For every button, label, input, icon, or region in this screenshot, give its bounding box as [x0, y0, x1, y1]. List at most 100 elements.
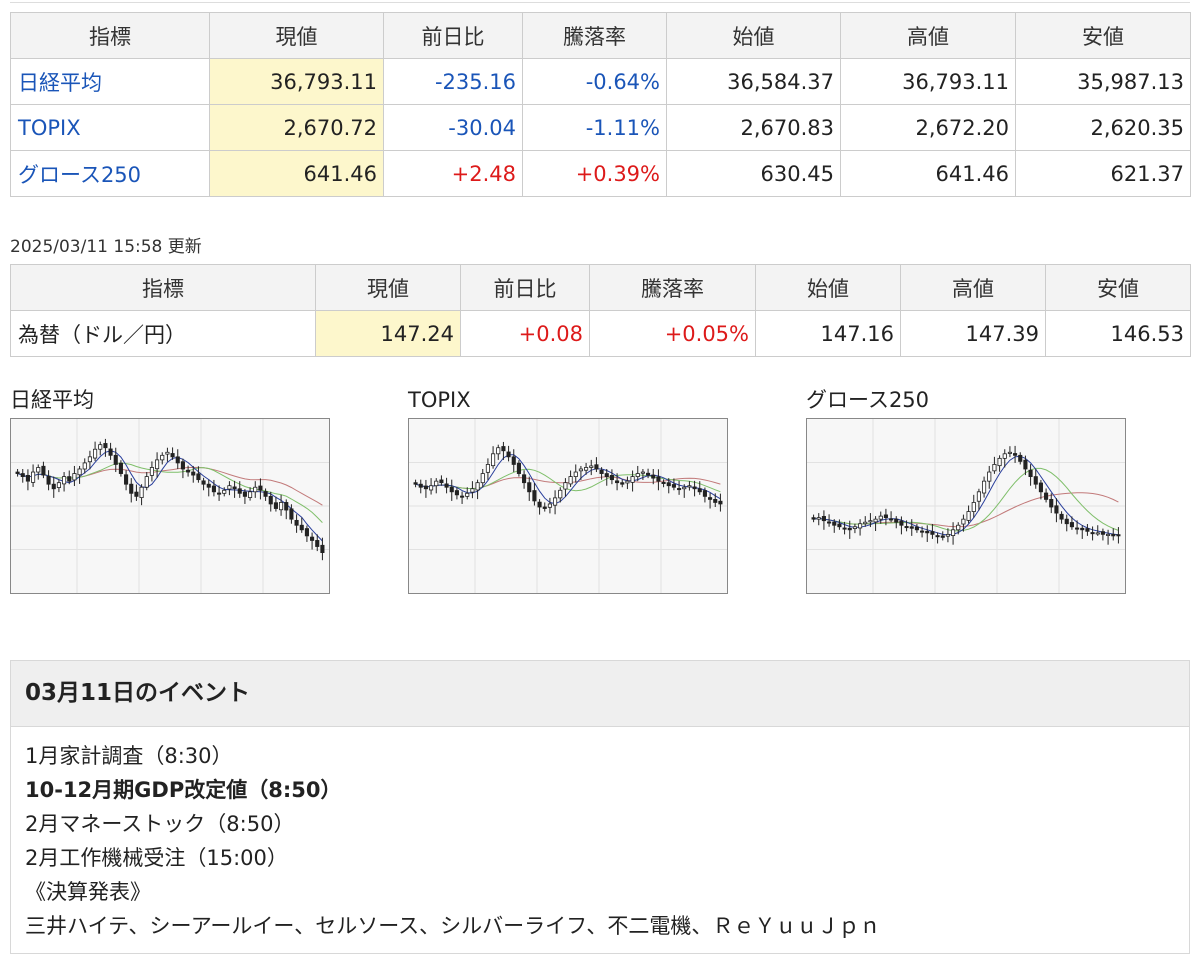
candle-body — [542, 506, 547, 509]
candle-body — [279, 502, 284, 511]
chart-topix[interactable]: TOPIX — [408, 386, 728, 594]
candle-body — [666, 482, 671, 487]
candle-body — [589, 465, 594, 468]
candle-body — [858, 523, 863, 529]
candle-body — [573, 471, 578, 478]
candle-body — [604, 473, 609, 478]
candle-body — [444, 483, 449, 488]
candle-body — [232, 486, 237, 490]
candle-body — [522, 474, 527, 484]
candle-body — [496, 447, 501, 455]
candle-body — [951, 529, 956, 536]
candle-body — [661, 481, 666, 484]
moving-average-line — [415, 468, 721, 493]
low-value: 2,620.35 — [1015, 104, 1191, 151]
candle-body — [211, 485, 216, 493]
chart-title: 日経平均 — [10, 388, 94, 412]
open-value: 147.16 — [755, 310, 901, 357]
open-value: 36,584.37 — [666, 58, 841, 105]
header-change: 前日比 — [460, 264, 590, 311]
moving-average-line — [17, 450, 323, 542]
event-item: 1月家計調査（8:30） — [25, 744, 233, 768]
chart-title: TOPIX — [408, 388, 471, 412]
candle-body — [113, 454, 118, 465]
candle-body — [702, 490, 707, 497]
candle-body — [558, 489, 563, 499]
candle-body — [997, 457, 1002, 467]
candle-body — [827, 521, 832, 524]
candle-body — [434, 480, 439, 487]
candle-body — [883, 514, 888, 519]
candle-body — [821, 516, 826, 522]
low-value: 621.37 — [1015, 150, 1191, 197]
events-title: 03月11日のイベント — [11, 661, 1189, 727]
candle-body — [837, 523, 842, 528]
candle-body — [909, 526, 914, 529]
candle-body — [491, 453, 496, 467]
header-open: 始値 — [666, 12, 841, 59]
index-link-nikkei[interactable]: 日経平均 — [10, 58, 210, 105]
chart-frame[interactable] — [10, 418, 330, 594]
candle-body — [423, 485, 428, 490]
candle-body — [139, 486, 144, 498]
header-high: 高値 — [840, 12, 1016, 59]
candle-body — [222, 489, 227, 494]
index-link-growth250[interactable]: グロース250 — [10, 150, 210, 197]
candle-body — [93, 448, 98, 459]
event-item: 《決算発表》 — [25, 880, 151, 904]
candle-body — [170, 453, 175, 458]
candle-body — [1085, 528, 1090, 532]
candle-body — [1095, 532, 1100, 535]
header-open: 始値 — [755, 264, 901, 311]
candle-body — [160, 454, 165, 461]
current-value: 2,670.72 — [209, 104, 384, 151]
candle-body — [935, 535, 940, 538]
candle-body — [553, 497, 558, 506]
candle-body — [599, 469, 604, 474]
candle-body — [413, 482, 418, 485]
candle-body — [811, 517, 816, 520]
events-list: 1月家計調査（8:30） 10-12月期GDP改定値（8:50） 2月マネースト… — [11, 727, 1189, 953]
candle-body — [175, 456, 180, 464]
candle-body — [284, 502, 289, 511]
candle-body — [124, 474, 129, 485]
candle-body — [155, 459, 160, 470]
index-link-topix[interactable]: TOPIX — [10, 104, 210, 151]
update-timestamp: 2025/03/11 15:58 更新 — [10, 237, 202, 257]
table-row: グロース250 641.46 +2.48 +0.39% 630.45 641.4… — [10, 150, 1191, 197]
chart-growth250[interactable]: グロース250 — [806, 386, 1126, 594]
candle-body — [971, 502, 976, 512]
table-row: TOPIX 2,670.72 -30.04 -1.11% 2,670.83 2,… — [10, 104, 1191, 151]
candle-body — [945, 533, 950, 537]
candle-body — [206, 483, 211, 488]
candle-body — [268, 495, 273, 505]
change-value: -235.16 — [383, 58, 523, 105]
table-header-row: 指標 現値 前日比 騰落率 始値 高値 安値 — [10, 12, 1191, 59]
candle-body — [82, 462, 87, 470]
candle-body — [687, 485, 692, 488]
candle-body — [294, 519, 299, 526]
low-value: 35,987.13 — [1015, 58, 1191, 105]
candle-body — [847, 527, 852, 531]
candle-body — [315, 540, 320, 547]
high-value: 2,672.20 — [840, 104, 1016, 151]
header-low: 安値 — [1015, 12, 1191, 59]
candle-body — [454, 490, 459, 496]
chart-frame[interactable] — [806, 418, 1126, 594]
candle-body — [258, 485, 263, 491]
chart-nikkei[interactable]: 日経平均 — [10, 386, 330, 594]
current-value: 147.24 — [315, 310, 461, 357]
candle-body — [273, 502, 278, 509]
change-pct-value: +0.05% — [589, 310, 756, 357]
chart-title: グロース250 — [806, 388, 930, 412]
candle-body — [568, 476, 573, 485]
candle-body — [118, 462, 123, 474]
high-value: 36,793.11 — [840, 58, 1016, 105]
candle-body — [671, 484, 676, 488]
candle-body — [956, 524, 961, 531]
open-value: 630.45 — [666, 150, 841, 197]
candle-body — [914, 526, 919, 531]
candle-body — [578, 468, 583, 472]
candle-body — [1049, 499, 1054, 508]
chart-frame[interactable] — [408, 418, 728, 594]
